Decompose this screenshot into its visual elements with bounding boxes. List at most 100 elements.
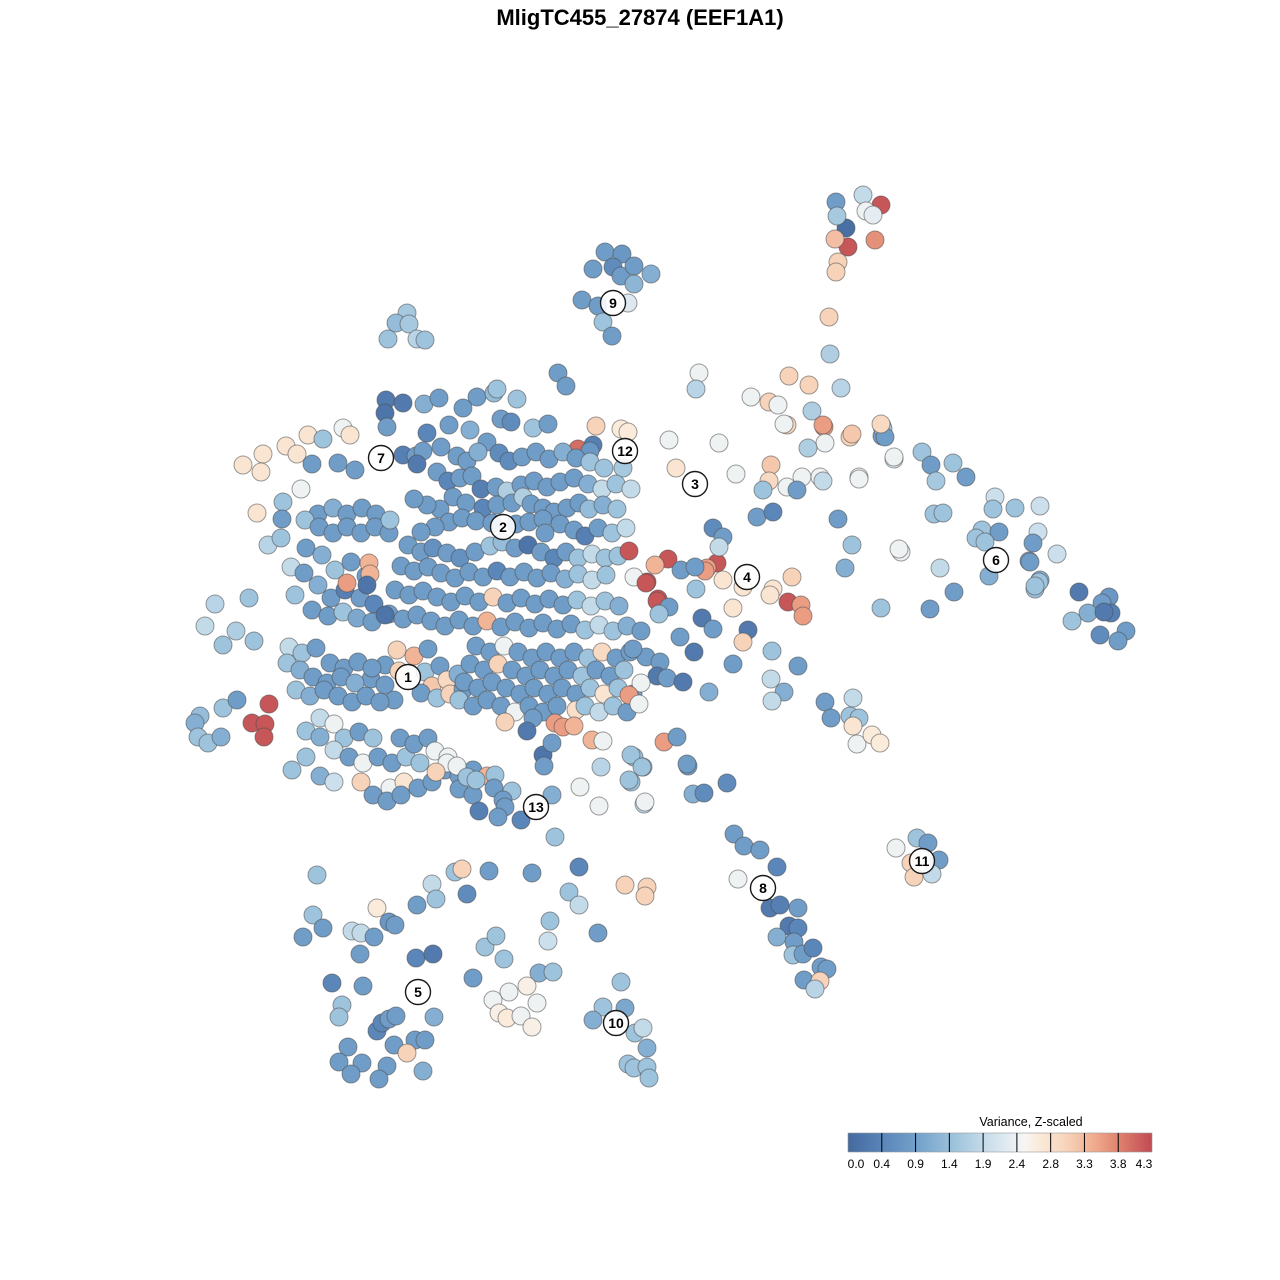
data-point xyxy=(426,889,446,909)
data-point xyxy=(306,638,326,658)
data-point xyxy=(1062,611,1082,631)
data-point xyxy=(1094,602,1114,622)
cluster-label-10: 10 xyxy=(602,1009,630,1037)
legend-title: Variance, Z-scaled xyxy=(979,1115,1082,1129)
cluster-label-6: 6 xyxy=(982,546,1010,574)
data-point xyxy=(709,537,729,557)
data-point xyxy=(782,567,802,587)
data-point xyxy=(723,654,743,674)
data-point xyxy=(569,857,589,877)
data-point xyxy=(686,379,706,399)
data-point xyxy=(813,471,833,491)
data-point xyxy=(431,437,451,457)
legend-tick-label: 0.9 xyxy=(907,1157,924,1171)
data-point xyxy=(488,807,508,827)
cluster-label-7: 7 xyxy=(367,444,395,472)
cluster-label-number: 5 xyxy=(414,984,422,1000)
data-point xyxy=(815,433,835,453)
data-point xyxy=(418,639,438,659)
data-point xyxy=(684,642,704,662)
data-point xyxy=(741,387,761,407)
data-point xyxy=(307,865,327,885)
data-point xyxy=(285,585,305,605)
legend-tick-label: 0.4 xyxy=(873,1157,890,1171)
data-point xyxy=(843,688,863,708)
data-point xyxy=(350,944,370,964)
data-point xyxy=(871,598,891,618)
data-point xyxy=(341,552,361,572)
data-point xyxy=(364,927,384,947)
data-point xyxy=(233,455,253,475)
data-point xyxy=(501,412,521,432)
data-point xyxy=(713,570,733,590)
data-point xyxy=(479,861,499,881)
data-point xyxy=(1020,552,1040,572)
data-point xyxy=(770,895,790,915)
data-point xyxy=(517,721,537,741)
data-point xyxy=(763,502,783,522)
cluster-label-number: 9 xyxy=(609,295,617,311)
plot-title: MligTC455_27874 (EEF1A1) xyxy=(496,5,783,30)
data-point xyxy=(293,927,313,947)
data-point xyxy=(302,600,322,620)
data-point xyxy=(522,863,542,883)
data-point xyxy=(594,458,614,478)
data-point xyxy=(460,420,480,440)
data-point xyxy=(325,560,345,580)
data-point xyxy=(273,492,293,512)
data-point xyxy=(633,1018,653,1038)
data-point xyxy=(828,509,848,529)
data-point xyxy=(469,801,489,821)
data-point xyxy=(849,469,869,489)
data-point xyxy=(788,898,808,918)
data-point xyxy=(787,480,807,500)
data-point xyxy=(637,1038,657,1058)
data-point xyxy=(559,882,579,902)
data-point xyxy=(453,398,473,418)
cluster-label-4: 4 xyxy=(733,563,761,591)
data-point xyxy=(624,274,644,294)
data-point xyxy=(329,1007,349,1027)
legend-tick-label: 2.4 xyxy=(1009,1157,1026,1171)
legend-ticks xyxy=(881,1133,1119,1152)
legend: Variance, Z-scaled 0.0 0.4 0.9 1.4 1.9 2.4 2.8… xyxy=(848,1115,1153,1171)
data-point xyxy=(499,982,519,1002)
data-point xyxy=(813,415,833,435)
data-point xyxy=(291,479,311,499)
data-point xyxy=(452,859,472,879)
data-point xyxy=(415,330,435,350)
data-point xyxy=(569,895,589,915)
legend-tick-label: 3.3 xyxy=(1076,1157,1093,1171)
data-point xyxy=(1069,582,1089,602)
data-point xyxy=(666,458,686,478)
data-point xyxy=(983,499,1003,519)
data-point xyxy=(312,545,332,565)
data-point xyxy=(753,480,773,500)
cluster-label-circle xyxy=(611,437,639,465)
data-point xyxy=(826,262,846,282)
data-point xyxy=(341,1064,361,1084)
data-point xyxy=(1090,625,1110,645)
data-point xyxy=(393,393,413,413)
data-point xyxy=(619,541,639,561)
data-point xyxy=(429,388,449,408)
data-point xyxy=(411,522,431,542)
data-point xyxy=(1005,498,1025,518)
data-point xyxy=(805,979,825,999)
cluster-label-number: 6 xyxy=(992,552,1000,568)
data-point xyxy=(863,205,883,225)
data-point xyxy=(943,453,963,473)
data-point xyxy=(762,691,782,711)
cluster-label-3: 3 xyxy=(681,470,709,498)
data-point xyxy=(639,1068,659,1088)
data-point xyxy=(596,565,616,585)
data-point xyxy=(380,510,400,530)
data-point xyxy=(227,690,247,710)
data-point xyxy=(362,658,382,678)
data-point xyxy=(211,727,231,747)
data-point xyxy=(593,731,613,751)
data-point xyxy=(612,244,632,264)
legend-tick-label: 2.8 xyxy=(1042,1157,1059,1171)
data-point xyxy=(486,926,506,946)
